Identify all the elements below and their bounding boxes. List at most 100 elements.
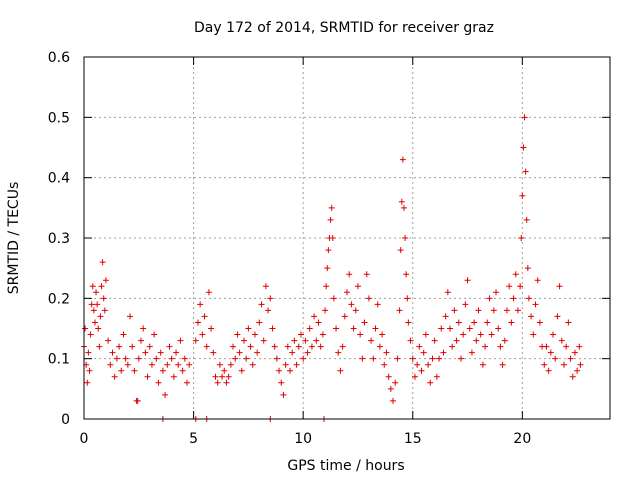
data-point xyxy=(556,283,563,290)
data-point xyxy=(569,373,576,380)
data-point xyxy=(385,373,392,380)
data-point xyxy=(399,156,406,163)
data-point xyxy=(267,295,274,302)
data-point xyxy=(153,355,160,362)
data-point xyxy=(328,204,335,211)
data-point xyxy=(346,271,353,278)
data-point xyxy=(449,343,456,350)
data-point xyxy=(243,355,250,362)
data-point xyxy=(302,337,309,344)
data-point xyxy=(429,355,436,362)
data-point xyxy=(280,391,287,398)
data-point xyxy=(225,373,232,380)
data-point xyxy=(482,343,489,350)
y-tick-label: 0.6 xyxy=(48,50,70,66)
data-point xyxy=(506,283,513,290)
data-point xyxy=(418,367,425,374)
data-point xyxy=(254,349,261,356)
data-point xyxy=(466,325,473,332)
data-point xyxy=(344,289,350,296)
data-point xyxy=(300,355,307,362)
data-point xyxy=(404,295,411,302)
data-point xyxy=(370,355,377,362)
data-point xyxy=(493,289,500,296)
data-point xyxy=(256,319,263,326)
data-point xyxy=(348,301,355,308)
data-point xyxy=(134,397,141,404)
data-point xyxy=(88,301,95,308)
data-point xyxy=(284,343,291,350)
data-point xyxy=(221,367,228,374)
data-point xyxy=(122,355,129,362)
data-point xyxy=(359,355,366,362)
data-point xyxy=(484,319,491,326)
data-point xyxy=(197,301,204,308)
y-tick-label: 0.4 xyxy=(48,171,70,187)
data-point xyxy=(170,373,177,380)
data-point xyxy=(109,349,116,356)
data-point xyxy=(107,361,114,368)
data-point xyxy=(427,379,434,386)
data-point xyxy=(503,307,510,314)
data-point xyxy=(199,331,206,338)
data-point xyxy=(175,361,182,368)
data-point xyxy=(565,319,572,326)
data-point xyxy=(124,361,131,368)
data-point xyxy=(398,198,405,205)
data-point xyxy=(475,307,482,314)
data-point xyxy=(95,325,102,332)
data-point xyxy=(541,361,548,368)
data-point xyxy=(177,337,184,344)
data-point xyxy=(577,361,584,368)
data-point xyxy=(337,367,344,374)
data-point xyxy=(455,319,462,326)
data-point xyxy=(162,391,169,398)
data-point xyxy=(201,313,208,320)
data-point xyxy=(464,277,471,284)
data-point xyxy=(208,325,215,332)
data-point xyxy=(135,355,142,362)
y-tick-label: 0.5 xyxy=(48,110,70,126)
data-point xyxy=(576,343,583,350)
data-point xyxy=(89,283,96,290)
data-point xyxy=(129,343,136,350)
data-point xyxy=(291,337,298,344)
data-point xyxy=(245,325,252,332)
data-point xyxy=(96,343,103,350)
data-point xyxy=(352,307,359,314)
data-point xyxy=(414,361,421,368)
chart-title: Day 172 of 2014, SRMTID for receiver gra… xyxy=(194,20,494,36)
data-point xyxy=(532,301,539,308)
data-point xyxy=(105,337,112,344)
y-tick-label: 0.2 xyxy=(48,291,70,307)
data-point xyxy=(323,283,330,290)
data-point xyxy=(550,331,557,338)
data-point xyxy=(490,307,497,314)
data-point xyxy=(431,337,438,344)
data-point xyxy=(313,337,320,344)
data-point xyxy=(521,114,528,121)
data-point xyxy=(93,289,100,296)
data-point xyxy=(164,361,171,368)
data-point xyxy=(181,355,188,362)
tick-layer: 0 0.1 0.2 0.3 0.4 0.5 0.6 0 5 10 15 20 xyxy=(48,50,610,447)
data-point xyxy=(120,331,127,338)
x-tick-label: 15 xyxy=(404,431,422,447)
data-point xyxy=(116,343,123,350)
data-point xyxy=(495,325,502,332)
data-point xyxy=(405,319,412,326)
data-point xyxy=(214,379,221,386)
data-point xyxy=(295,343,302,350)
y-tick-label: 0.1 xyxy=(48,352,70,368)
data-point xyxy=(91,319,98,326)
data-point xyxy=(179,367,186,374)
data-point xyxy=(94,301,101,308)
data-point xyxy=(468,349,475,356)
data-point xyxy=(361,319,368,326)
data-point xyxy=(111,373,118,380)
data-point xyxy=(517,283,524,290)
data-point xyxy=(325,247,332,254)
data-point xyxy=(317,343,324,350)
data-point xyxy=(543,343,550,350)
data-point xyxy=(212,373,219,380)
